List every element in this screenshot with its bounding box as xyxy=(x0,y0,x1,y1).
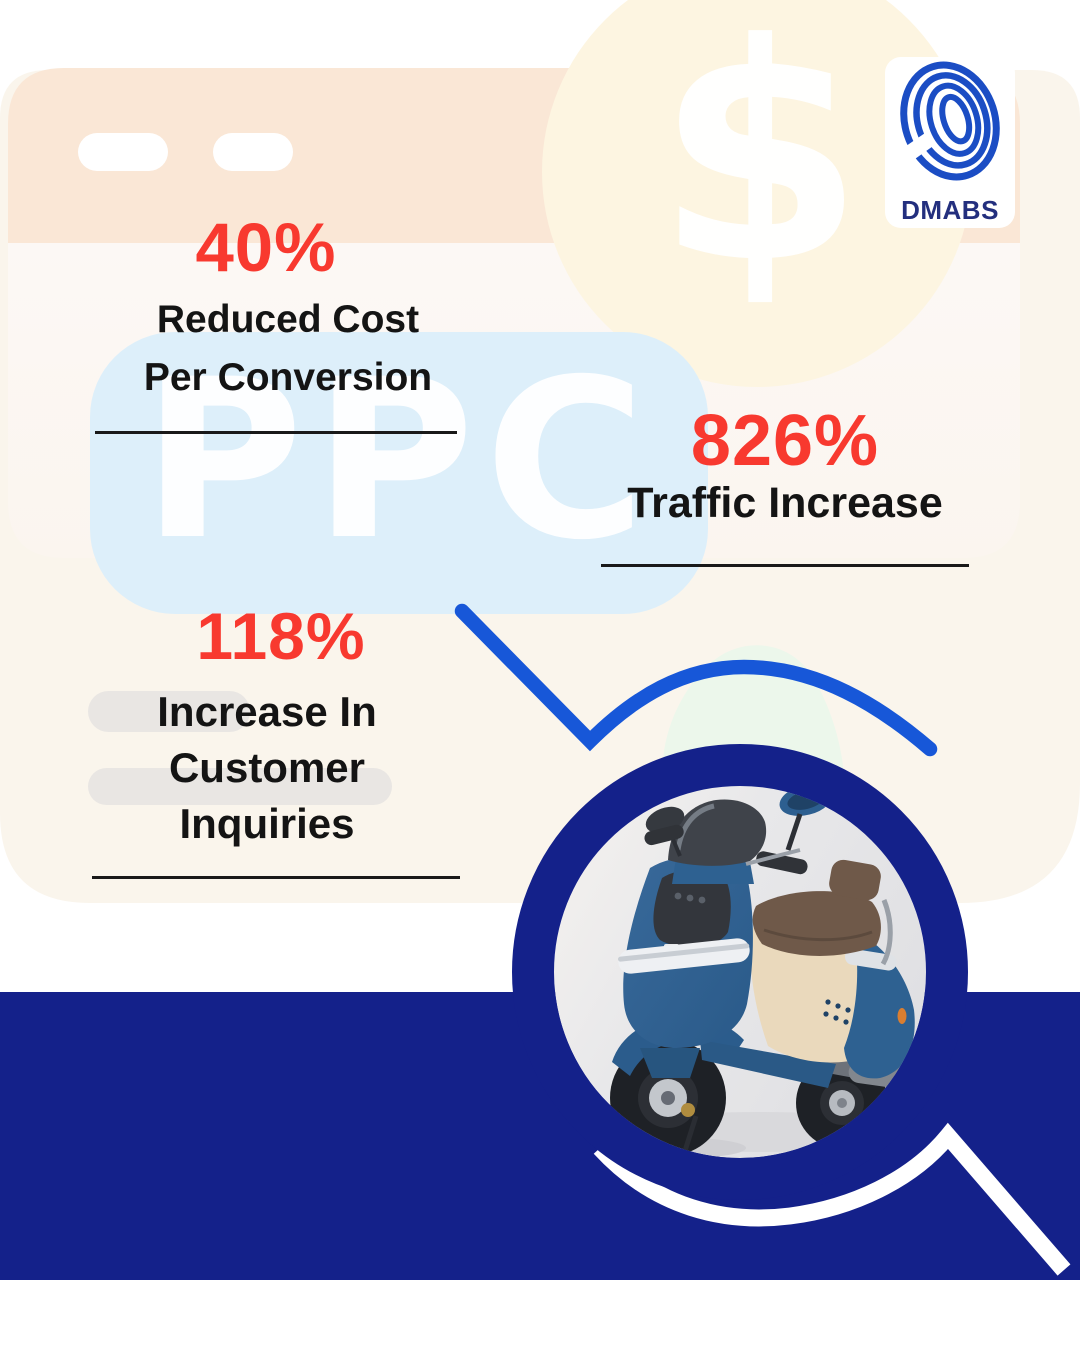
stat-2-label: Traffic Increase xyxy=(596,474,974,532)
highlight-pill-2 xyxy=(88,768,392,805)
stat-1-value: 40% xyxy=(195,209,337,286)
stat-2-label-line-1: Traffic Increase xyxy=(627,479,943,527)
stat-3-underline xyxy=(92,876,460,879)
brand-name: DMABS xyxy=(901,195,999,225)
stat-1-underline xyxy=(95,431,457,434)
stat-3-label-line-2: Customer xyxy=(168,744,366,791)
stat-3-value: 118% xyxy=(196,599,366,673)
window-pill-2 xyxy=(213,133,293,171)
stat-3-label: Increase In Customer Inquiries xyxy=(67,684,467,852)
brand-card: DMABS xyxy=(885,57,1015,228)
ppc-watermark: PPC xyxy=(142,332,656,588)
stat-1-label-line-1: Reduced Cost xyxy=(156,298,420,341)
stat-3-label-line-3: Inquiries xyxy=(179,800,355,847)
brand-logo-icon xyxy=(890,61,1000,181)
trend-line-icon xyxy=(454,603,938,757)
stat-2-value: 826% xyxy=(690,401,880,481)
stat-2-underline xyxy=(601,564,969,567)
ppc-panel xyxy=(90,332,708,614)
stat-3-label-line-1: Increase In xyxy=(157,688,377,735)
stat-1-label: Reduced Cost Per Conversion xyxy=(83,291,493,407)
dollar-circle xyxy=(542,0,972,387)
window-pill-1 xyxy=(78,133,168,171)
white-zigzag-line xyxy=(593,1122,1071,1276)
highlight-pill-1 xyxy=(88,691,250,732)
stat-1-label-line-2: Per Conversion xyxy=(143,356,433,399)
dollar-watermark: $ xyxy=(655,0,865,329)
magnifier-ring-icon xyxy=(512,744,968,1200)
